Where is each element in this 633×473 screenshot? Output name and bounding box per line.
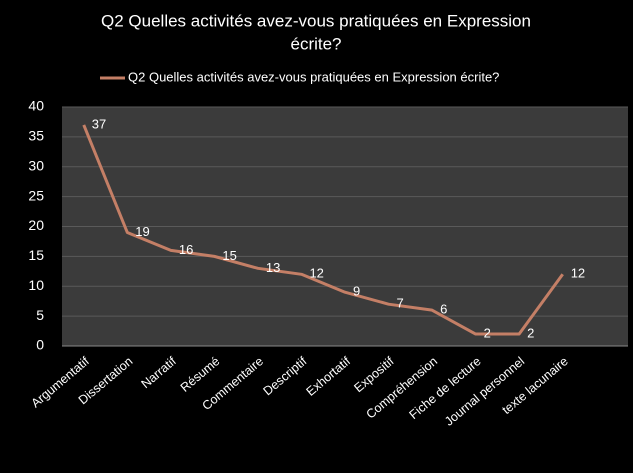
data-label: 6	[440, 302, 447, 317]
data-label: 12	[571, 266, 585, 281]
data-label: 9	[353, 284, 360, 299]
y-tick-label: 10	[28, 277, 44, 293]
y-tick-label: 0	[36, 337, 44, 353]
data-line	[82, 124, 564, 336]
y-tick-label: 5	[36, 307, 44, 323]
chart-title: Q2 Quelles activités avez-vous pratiquée…	[101, 11, 531, 30]
data-label: 19	[135, 224, 149, 239]
data-label: 13	[266, 260, 280, 275]
data-label: 12	[309, 266, 323, 281]
data-label: 37	[92, 116, 106, 131]
y-tick-label: 40	[28, 98, 44, 114]
y-tick-label: 35	[28, 128, 44, 144]
y-tick-label: 15	[28, 247, 44, 263]
y-tick-label: 20	[28, 217, 44, 233]
legend-label: Q2 Quelles activités avez-vous pratiquée…	[128, 69, 499, 84]
data-label: 7	[397, 296, 404, 311]
y-tick-label: 30	[28, 157, 44, 173]
data-label: 2	[527, 325, 534, 340]
data-label: 2	[484, 325, 491, 340]
data-label: 16	[179, 242, 193, 257]
y-tick-label: 25	[28, 187, 44, 203]
data-label: 15	[222, 248, 236, 263]
chart-title: écrite?	[290, 34, 341, 53]
